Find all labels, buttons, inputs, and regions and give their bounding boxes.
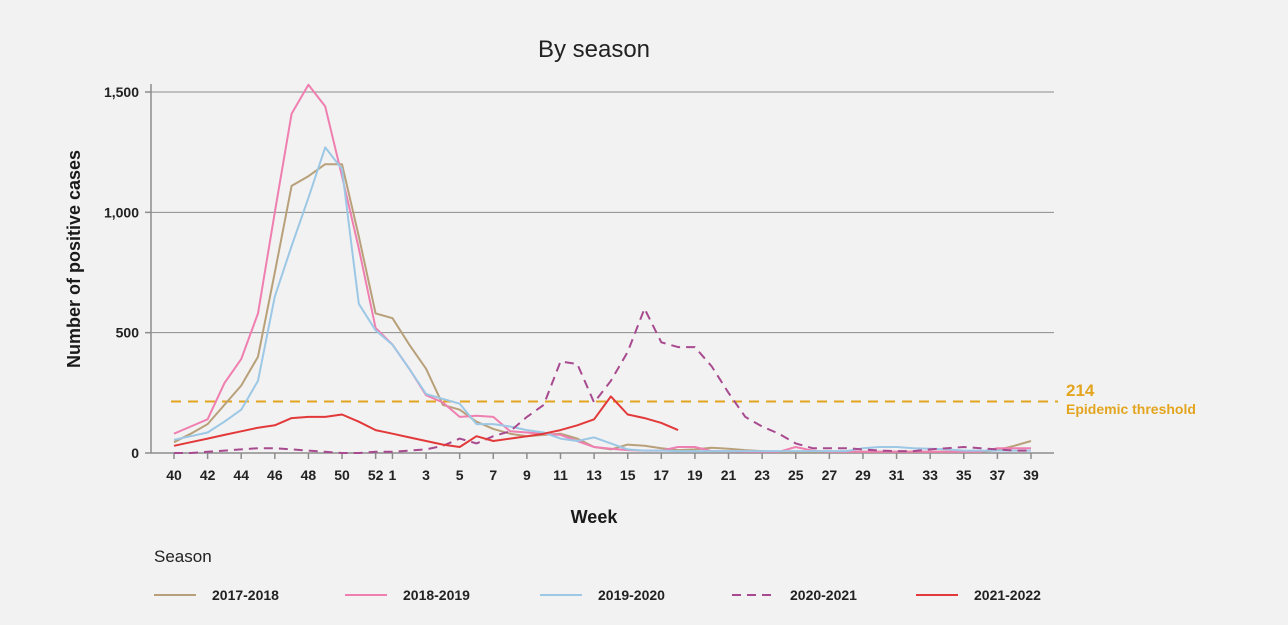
x-tick-label: 52: [368, 467, 384, 483]
x-tick-label: 19: [687, 467, 703, 483]
x-tick-label: 23: [754, 467, 770, 483]
x-tick-label: 9: [523, 467, 531, 483]
legend-label: 2020-2021: [790, 587, 857, 603]
x-tick-label: 7: [489, 467, 497, 483]
legend-title: Season: [154, 547, 212, 566]
series-line-2018-2019: [173, 83, 1031, 453]
legend-item: 2020-2021: [732, 587, 857, 603]
x-tick-label: 25: [788, 467, 804, 483]
series-line-2021-2022: [173, 395, 679, 448]
legend-label: 2019-2020: [598, 587, 665, 603]
x-tick-label: 11: [553, 467, 568, 483]
legend-item: 2019-2020: [540, 587, 665, 603]
y-tick-labels: 0 500 1,000 1,500: [104, 84, 139, 461]
x-tick-label: 40: [166, 467, 182, 483]
x-tick-label: 3: [422, 467, 430, 483]
x-axis-label: Week: [571, 507, 619, 527]
x-tick-label: 31: [889, 467, 905, 483]
x-tick-label: 15: [620, 467, 636, 483]
legend-label: 2021-2022: [974, 587, 1041, 603]
legend: 2017-2018 2018-2019 2019-2020 2020-2021 2021…: [154, 587, 1041, 603]
y-axis-label: Number of positive cases: [64, 150, 84, 368]
x-tick-label: 46: [267, 467, 283, 483]
threshold-label: Epidemic threshold: [1066, 401, 1196, 417]
grid: [151, 91, 1054, 334]
x-tick-label: 13: [586, 467, 602, 483]
x-tick-label: 44: [233, 467, 249, 483]
x-tick-label: 27: [822, 467, 838, 483]
threshold-value: 214: [1066, 381, 1095, 400]
series-line-2020-2021: [174, 307, 1031, 454]
y-tick-label: 1,000: [104, 204, 139, 220]
line-chart: By season Number of positive cases Week …: [64, 36, 1196, 603]
x-tick-label: 42: [200, 467, 216, 483]
legend-label: 2017-2018: [212, 587, 279, 603]
epidemic-threshold: 214 Epidemic threshold: [171, 381, 1196, 417]
x-tick-label: 50: [334, 467, 350, 483]
x-tick-label: 33: [922, 467, 938, 483]
legend-item: 2018-2019: [345, 587, 470, 603]
x-tick-label: 37: [990, 467, 1006, 483]
x-tick-label: 39: [1023, 467, 1039, 483]
y-tick-label: 500: [116, 325, 140, 341]
x-tick-label: 5: [456, 467, 464, 483]
chart-title: By season: [538, 36, 650, 63]
y-tick-label: 0: [131, 445, 139, 461]
x-tick-labels: 40 42 44 46 48 50 52 1 3 5 7 9 11 13 15 17 19 21 23 25 27 29 3…: [166, 467, 1039, 483]
x-tick-label: 48: [301, 467, 317, 483]
x-tick-label: 21: [721, 467, 737, 483]
legend-label: 2018-2019: [403, 587, 470, 603]
legend-item: 2021-2022: [916, 587, 1041, 603]
x-tick-label: 17: [654, 467, 670, 483]
x-tick-label: 35: [956, 467, 972, 483]
axes: [145, 84, 1054, 459]
series-lines: [173, 83, 1032, 454]
x-tick-label: 1: [389, 467, 397, 483]
x-tick-label: 29: [855, 467, 871, 483]
chart-frame: By season Number of positive cases Week …: [7, 7, 1281, 618]
series-line-2019-2020: [173, 146, 1031, 453]
y-tick-label: 1,500: [104, 84, 139, 100]
legend-item: 2017-2018: [154, 587, 279, 603]
